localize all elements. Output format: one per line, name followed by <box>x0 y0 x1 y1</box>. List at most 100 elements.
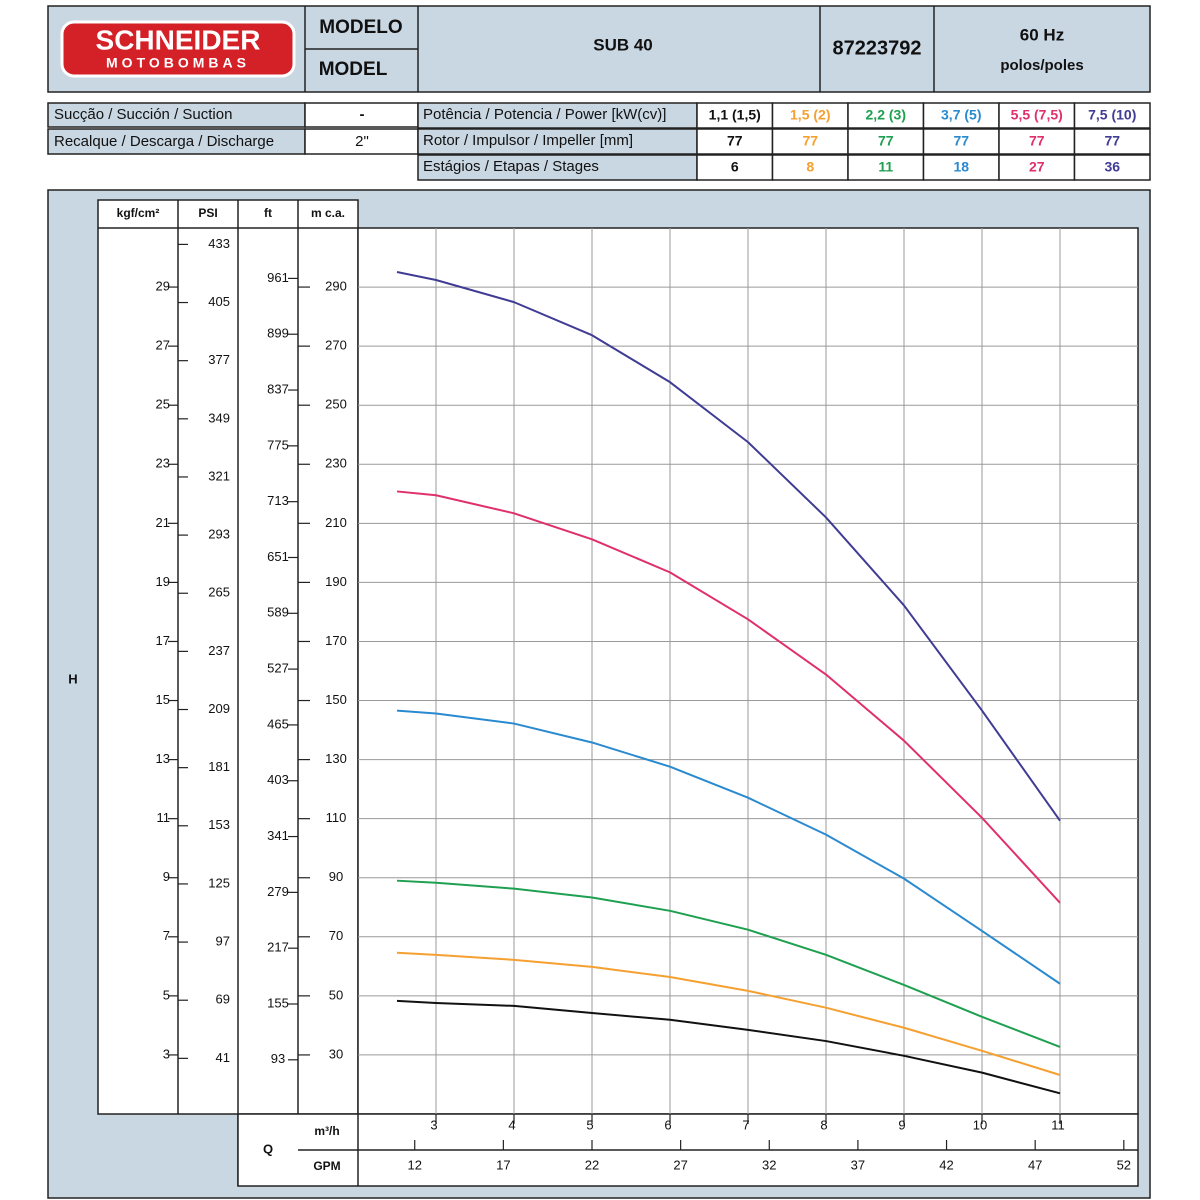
x2-tick-label: 52 <box>1117 1157 1131 1172</box>
poles: polos/poles <box>1000 57 1083 74</box>
cell <box>1073 154 1151 181</box>
x-tick-label: 9 <box>898 1117 905 1132</box>
x2-tick-label: 47 <box>1028 1157 1042 1172</box>
y-tick-label: 150 <box>325 692 347 707</box>
y-tick-label: 181 <box>208 759 230 774</box>
spec-value: 77 <box>953 133 969 149</box>
y-tick-label: 19 <box>156 574 170 589</box>
y-tick-label: 433 <box>208 236 230 251</box>
legend-label: 3,7 (5) <box>941 107 981 123</box>
cell <box>922 128 1000 155</box>
y-tick-label: 651 <box>267 549 289 564</box>
spec-label: Potência / Potencia / Power [kW(cv)] <box>423 106 666 123</box>
curve <box>396 490 1061 904</box>
spec-label: Sucção / Succión / Suction <box>54 106 232 123</box>
model: SUB 40 <box>593 35 653 54</box>
legend-label: 2,2 (3) <box>866 107 906 123</box>
x-tick-label: 4 <box>508 1117 515 1132</box>
y-tick-label: 190 <box>325 574 347 589</box>
y-tick-label: 230 <box>325 456 347 471</box>
y-tick-label: 5 <box>163 987 170 1002</box>
y-tick-label: 321 <box>208 468 230 483</box>
cell <box>998 154 1076 181</box>
cell <box>771 154 849 181</box>
y-tick-label: 270 <box>325 338 347 353</box>
curve <box>396 709 1061 985</box>
legend-label: 7,5 (10) <box>1088 107 1136 123</box>
y-tick-label: 265 <box>208 585 230 600</box>
y-tick-label: 13 <box>156 751 170 766</box>
x2-tick-label: 32 <box>762 1157 776 1172</box>
brand: SCHNEIDER <box>96 24 261 55</box>
y-tick-label: 465 <box>267 716 289 731</box>
y-tick-label: 9 <box>163 869 170 884</box>
logo <box>60 20 296 78</box>
x-tick-label: 8 <box>820 1117 827 1132</box>
legend-label: 1,1 (1,5) <box>709 107 761 123</box>
y-tick-label: 41 <box>216 1050 230 1065</box>
y-axis-unit: m c.a. <box>311 206 345 220</box>
cell <box>847 128 925 155</box>
legend-label: 5,5 (7,5) <box>1011 107 1063 123</box>
cell <box>1073 128 1151 155</box>
y-tick-label: 377 <box>208 352 230 367</box>
x-tick-label: 3 <box>430 1117 437 1132</box>
y-tick-label: 110 <box>326 810 347 825</box>
y-tick-label: 170 <box>325 633 347 648</box>
y-tick-label: 713 <box>267 493 289 508</box>
cell <box>771 128 849 155</box>
y-tick-label: 130 <box>325 751 347 766</box>
y-tick-label: 23 <box>156 456 170 471</box>
y-tick-label: 97 <box>216 934 230 949</box>
cell <box>998 128 1076 155</box>
x-tick-label: 7 <box>742 1117 749 1132</box>
y-tick-label: 210 <box>325 515 347 530</box>
cell <box>1073 102 1151 129</box>
y-tick-label: 3 <box>163 1046 170 1061</box>
spec-value: 77 <box>802 133 818 149</box>
y-tick-label: 25 <box>156 397 170 412</box>
brand-sub: MOTOBOMBAS <box>106 55 250 71</box>
y-tick-label: 29 <box>156 279 170 294</box>
cell <box>417 128 698 155</box>
y-tick-label: 27 <box>156 338 170 353</box>
y-tick-label: 237 <box>208 643 230 658</box>
x2-tick-label: 42 <box>939 1157 953 1172</box>
y-tick-label: 69 <box>216 992 230 1007</box>
axis-unit: kgf/cm² <box>117 206 160 220</box>
y-axis-title: H <box>68 671 77 686</box>
y-tick-label: 349 <box>208 410 230 425</box>
spec-label: Recalque / Descarga / Discharge <box>54 133 274 150</box>
cell <box>417 102 698 129</box>
curve <box>396 951 1061 1076</box>
spec-value: 6 <box>731 159 739 175</box>
cell <box>47 102 306 128</box>
model-label: MODELO <box>319 17 402 38</box>
y-tick-label: 341 <box>267 828 289 843</box>
curve <box>396 999 1061 1095</box>
y-tick-label: 837 <box>267 381 289 396</box>
spec-label: Estágios / Etapas / Stages <box>423 158 599 175</box>
y-tick-label: 403 <box>267 772 289 787</box>
y-tick-label: 30 <box>329 1046 343 1061</box>
legend-label: 1,5 (2) <box>790 107 830 123</box>
cell <box>417 154 698 181</box>
curve <box>396 271 1061 822</box>
x-axis-unit: m³/h <box>314 1124 339 1138</box>
y-tick-label: 405 <box>208 294 230 309</box>
cell <box>696 102 774 129</box>
spec-value: 11 <box>878 159 893 175</box>
y-tick-label: 775 <box>267 437 289 452</box>
y-tick-label: 90 <box>329 869 343 884</box>
y-tick-label: 527 <box>267 661 289 676</box>
y-tick-label: 250 <box>325 397 347 412</box>
x-tick-label: 11 <box>1051 1117 1065 1132</box>
y-tick-label: 961 <box>267 270 289 285</box>
cell <box>771 102 849 129</box>
y-tick-label: 293 <box>208 527 230 542</box>
y-tick-label: 17 <box>156 633 170 648</box>
x2-tick-label: 12 <box>407 1157 421 1172</box>
spec-value: 77 <box>1104 133 1120 149</box>
y-tick-label: 279 <box>267 884 289 899</box>
